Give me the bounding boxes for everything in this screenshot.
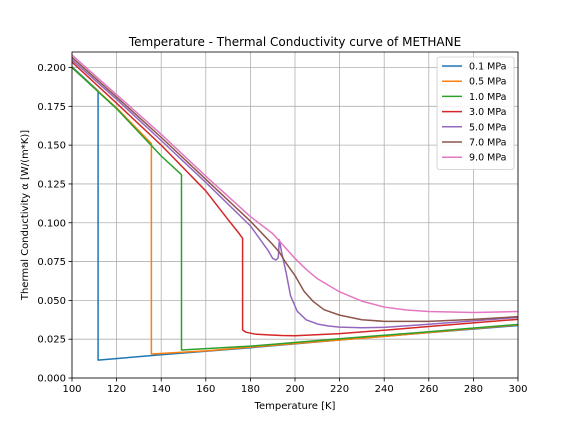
y-tick-label: 0.175	[37, 102, 66, 113]
legend-label: 0.5 MPa	[469, 77, 506, 88]
x-tick-label: 300	[508, 384, 527, 395]
x-tick-label: 240	[375, 384, 394, 395]
legend: 0.1 MPa 0.5 MPa 1.0 MPa 3.0 MPa 5.0 MPa 7.0 M…	[436, 56, 515, 170]
x-tick-label: 140	[152, 384, 171, 395]
legend-label: 9.0 MPa	[469, 153, 506, 164]
y-tick-label: 0.200	[37, 63, 66, 74]
x-tick-label: 280	[464, 384, 483, 395]
ticks: 100 120 140 160 180 200 220 240 260 280 300 0.000 0.…	[37, 63, 527, 395]
series-line-9-0-mpa	[71, 54, 519, 314]
chart-title: Temperature - Thermal Conductivity curve…	[128, 35, 461, 49]
x-tick-label: 160	[196, 384, 215, 395]
y-tick-label: 0.025	[37, 335, 66, 346]
x-tick-label: 100	[62, 384, 81, 395]
y-axis-label: Thermal Conductivity α [W/(m*K)]	[20, 130, 31, 301]
y-tick-label: 0.125	[37, 179, 66, 190]
x-tick-label: 260	[419, 384, 438, 395]
series-line-5-0-mpa	[71, 59, 519, 329]
x-tick-label: 180	[241, 384, 260, 395]
x-axis-label: Temperature [K]	[254, 401, 336, 412]
legend-label: 0.1 MPa	[469, 62, 506, 73]
y-tick-label: 0.075	[37, 257, 66, 268]
y-tick-label: 0.050	[37, 296, 66, 307]
y-tick-label: 0.150	[37, 141, 66, 152]
y-tick-label: 0.100	[37, 218, 66, 229]
legend-label: 5.0 MPa	[469, 122, 506, 133]
series-layer	[71, 54, 519, 361]
x-tick-label: 200	[285, 384, 304, 395]
series-line-1-0-mpa	[71, 66, 519, 351]
series-line-7-0-mpa	[71, 56, 519, 323]
series-line-3-0-mpa	[71, 61, 519, 337]
y-tick-label: 0.000	[37, 374, 66, 385]
x-tick-label: 220	[330, 384, 349, 395]
legend-label: 3.0 MPa	[469, 107, 506, 118]
legend-label: 7.0 MPa	[469, 138, 506, 149]
legend-label: 1.0 MPa	[469, 92, 506, 103]
x-tick-label: 120	[107, 384, 126, 395]
